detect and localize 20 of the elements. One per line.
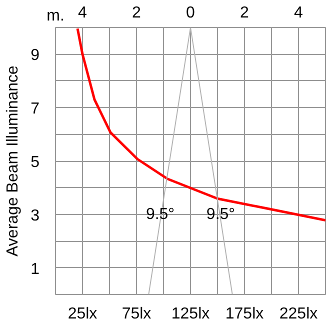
x2-tick-label: 0 — [186, 4, 196, 22]
y-tick-label: 9 — [30, 47, 40, 64]
y-tick-label: 3 — [30, 207, 40, 224]
x-tick-label: 225lx — [279, 306, 318, 322]
y-tick-label: 7 — [30, 100, 40, 118]
annotation: 9.5° — [146, 206, 175, 223]
x2-tick-label: 4 — [294, 4, 304, 22]
line-series — [76, 28, 326, 222]
x-tick-label: 125lx — [171, 306, 210, 322]
x2-tick-label: 2 — [240, 4, 250, 22]
y-tick-label: 5 — [30, 154, 40, 171]
x-tick-label: 75lx — [122, 306, 152, 322]
y-tick-label: 1 — [30, 260, 40, 278]
x2-tick-label: 4 — [78, 4, 88, 22]
x2-tick-label: 2 — [132, 4, 142, 22]
x-tick-label: 175lx — [225, 306, 264, 322]
y-axis-title: Average Beam Illuminance — [4, 65, 22, 256]
annotation: 9.5° — [206, 206, 236, 223]
x2-axis-title: m. — [46, 8, 64, 24]
x-tick-label: 25lx — [68, 306, 98, 322]
